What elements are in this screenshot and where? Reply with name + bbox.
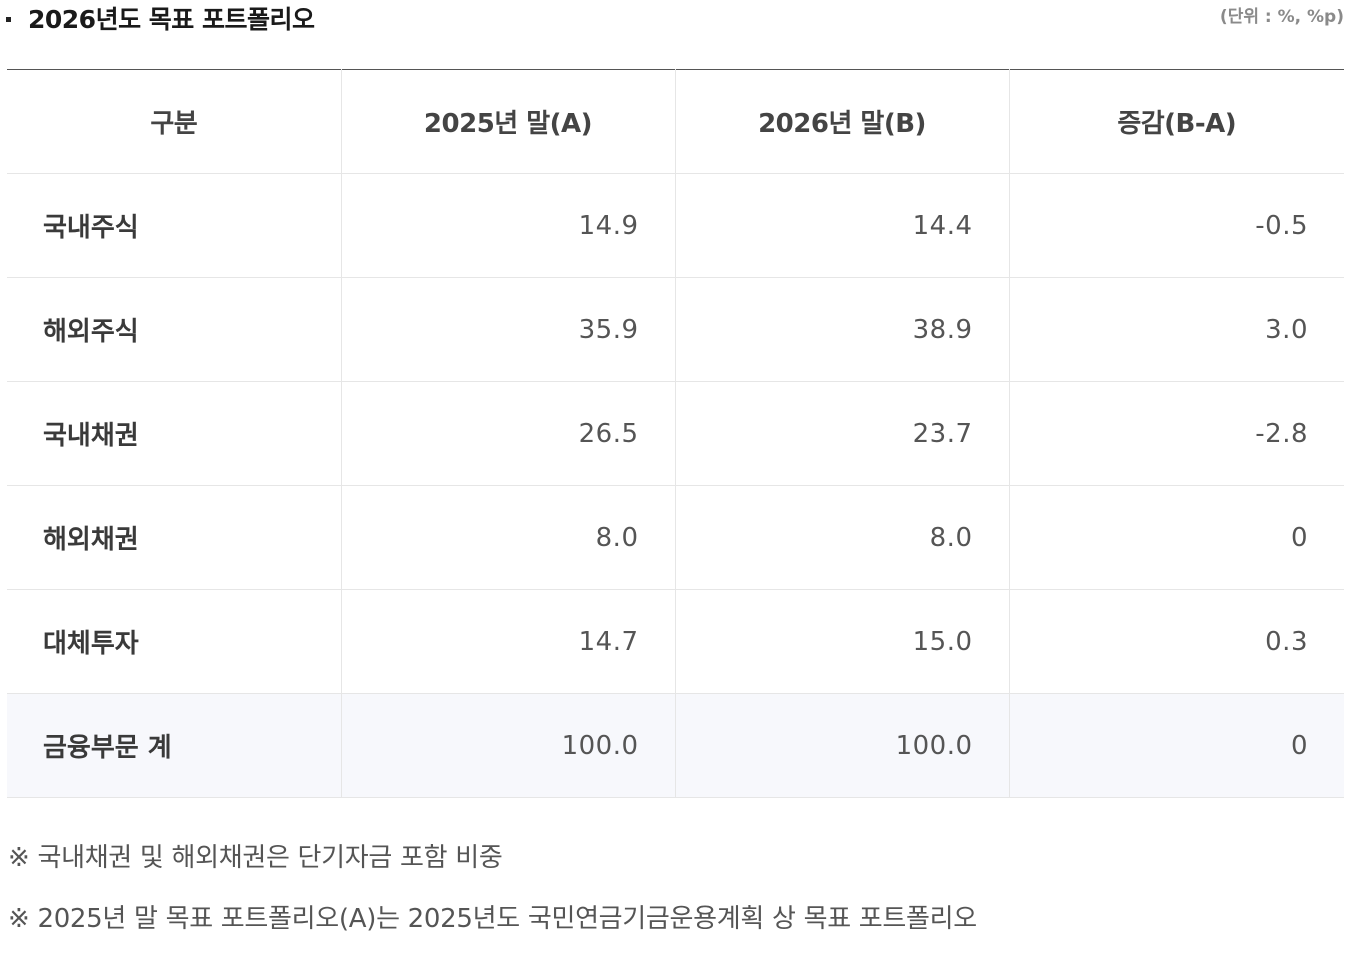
value-2026: 23.7 bbox=[674, 381, 1009, 486]
row-label: 국내채권 bbox=[7, 381, 341, 486]
value-2025: 8.0 bbox=[340, 485, 675, 590]
value-change: 0 bbox=[1008, 485, 1344, 590]
title-wrap: 2026년도 목표 포트폴리오 bbox=[6, 0, 315, 36]
table-header-row: 구분 2025년 말(A) 2026년 말(B) 증감(B-A) bbox=[7, 69, 1344, 174]
portfolio-table: 구분 2025년 말(A) 2026년 말(B) 증감(B-A) 국내주식 14… bbox=[7, 69, 1344, 798]
row-label: 국내주식 bbox=[7, 173, 341, 278]
row-label: 해외주식 bbox=[7, 277, 341, 382]
value-2025: 14.9 bbox=[340, 173, 675, 278]
total-change: 0 bbox=[1008, 693, 1344, 798]
total-label: 금융부문 계 bbox=[7, 693, 341, 798]
value-2026: 38.9 bbox=[674, 277, 1009, 382]
table-row: 해외주식 35.9 38.9 3.0 bbox=[7, 277, 1344, 382]
column-header-2026: 2026년 말(B) bbox=[674, 69, 1009, 174]
value-2026: 14.4 bbox=[674, 173, 1009, 278]
value-2025: 35.9 bbox=[340, 277, 675, 382]
value-2025: 14.7 bbox=[340, 589, 675, 694]
total-2025: 100.0 bbox=[340, 693, 675, 798]
value-2026: 8.0 bbox=[674, 485, 1009, 590]
table-row: 대체투자 14.7 15.0 0.3 bbox=[7, 589, 1344, 694]
portfolio-table-wrap: 구분 2025년 말(A) 2026년 말(B) 증감(B-A) 국내주식 14… bbox=[7, 69, 1344, 798]
section-header: 2026년도 목표 포트폴리오 (단위 : %, %p) bbox=[0, 0, 1358, 40]
row-label: 해외채권 bbox=[7, 485, 341, 590]
footnote: ※ 2025년 말 목표 포트폴리오(A)는 2025년도 국민연금기금운용계획… bbox=[8, 904, 977, 934]
value-2025: 26.5 bbox=[340, 381, 675, 486]
table-row: 해외채권 8.0 8.0 0 bbox=[7, 485, 1344, 590]
table-total-row: 금융부문 계 100.0 100.0 0 bbox=[7, 693, 1344, 798]
unit-label: (단위 : %, %p) bbox=[1219, 7, 1344, 27]
section-title: 2026년도 목표 포트폴리오 bbox=[28, 5, 315, 34]
value-change: 3.0 bbox=[1008, 277, 1344, 382]
column-header-change: 증감(B-A) bbox=[1008, 69, 1344, 174]
value-change: -0.5 bbox=[1008, 173, 1344, 278]
total-2026: 100.0 bbox=[674, 693, 1009, 798]
column-header-category: 구분 bbox=[7, 69, 341, 174]
bullet-icon bbox=[6, 16, 11, 22]
table-row: 국내채권 26.5 23.7 -2.8 bbox=[7, 381, 1344, 486]
column-header-2025: 2025년 말(A) bbox=[340, 69, 675, 174]
footnote: ※ 국내채권 및 해외채권은 단기자금 포함 비중 bbox=[8, 843, 503, 873]
value-change: 0.3 bbox=[1008, 589, 1344, 694]
value-change: -2.8 bbox=[1008, 381, 1344, 486]
row-label: 대체투자 bbox=[7, 589, 341, 694]
table-row: 국내주식 14.9 14.4 -0.5 bbox=[7, 173, 1344, 278]
value-2026: 15.0 bbox=[674, 589, 1009, 694]
footnotes: ※ 국내채권 및 해외채권은 단기자금 포함 비중 ※ 2025년 말 목표 포… bbox=[8, 838, 1348, 960]
